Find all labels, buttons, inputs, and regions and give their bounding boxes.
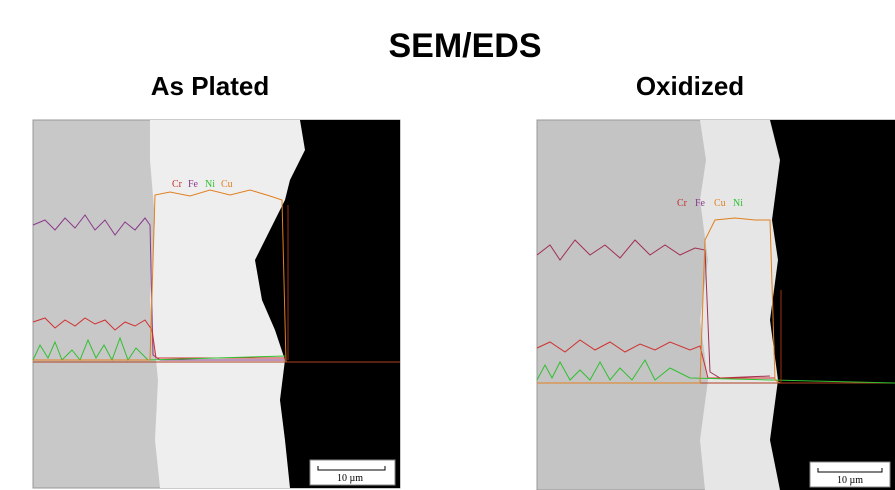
panel-label: Oxidized [636, 71, 744, 101]
title: SEM/EDS [388, 27, 541, 65]
legend-entry: Fe [695, 198, 706, 209]
scale-bar: 10 µm [337, 473, 363, 484]
legend-entry: Cu [221, 179, 233, 190]
legend-entry: Fe [188, 179, 199, 190]
scale-bar: 10 µm [837, 475, 863, 486]
legend-entry: Cu [714, 198, 726, 209]
legend-entry: Cr [172, 179, 183, 190]
micrograph: Cr Fe Ni Cu 10 µm [32, 119, 401, 489]
legend: Cr Fe Cu Ni [677, 198, 743, 209]
legend-entry: Ni [733, 198, 743, 209]
panel-label: As Plated [151, 71, 270, 101]
legend-entry: Ni [205, 179, 215, 190]
legend-entry: Cr [677, 198, 688, 209]
legend: Cr Fe Ni Cu [172, 179, 233, 190]
micrograph: Cr Fe Cu Ni 10 µm [536, 119, 895, 490]
